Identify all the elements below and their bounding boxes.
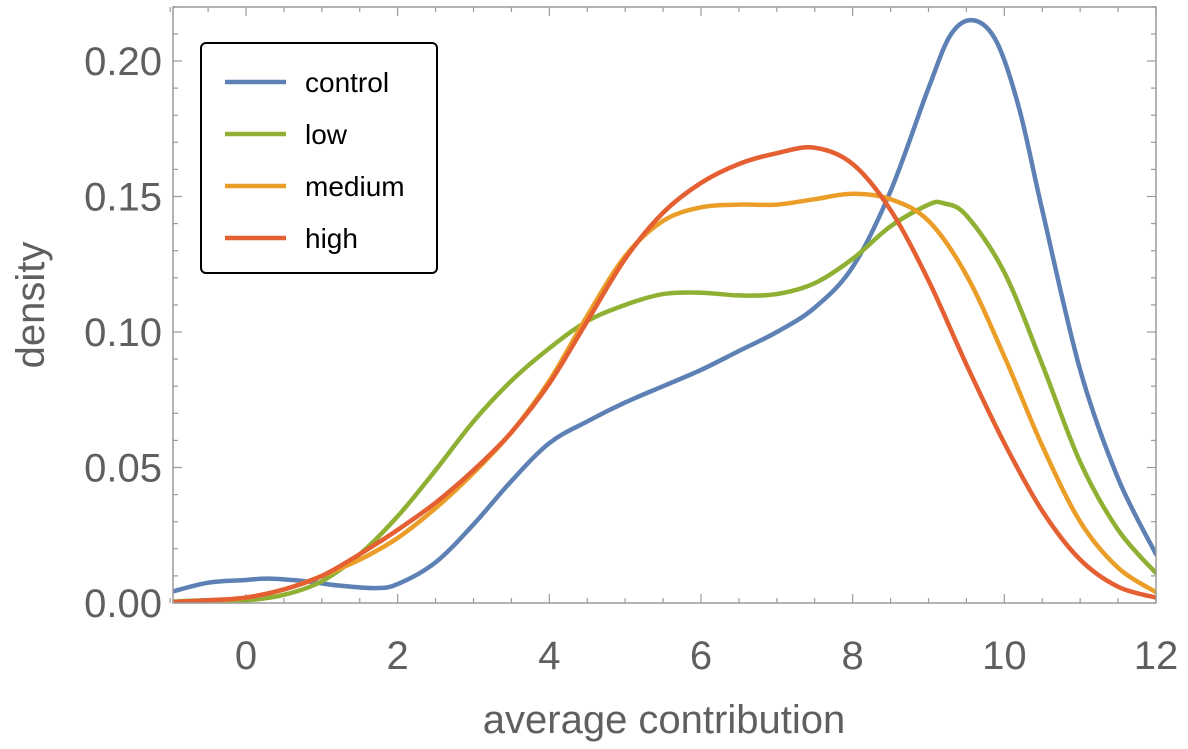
x-axis-title: average contribution: [483, 698, 845, 742]
series-layer: [173, 17, 1156, 603]
y-tick-label: 0.10: [84, 311, 162, 355]
legend-box: [200, 42, 438, 274]
x-tick-label: 10: [982, 634, 1027, 678]
series-line-medium: [173, 191, 1156, 603]
legend: control low medium high: [200, 42, 438, 274]
plot-frame: [172, 6, 1157, 604]
x-tick-label: 8: [842, 634, 864, 678]
y-tick-label: 0.00: [84, 582, 162, 626]
x-tick-label: 0: [235, 634, 257, 678]
x-tick-label: 12: [1134, 634, 1179, 678]
x-tick-label: 2: [387, 634, 409, 678]
labels-layer: 0 2 4 6 8 10 12 0.00 0.05 0.10 0.15 0.20: [84, 40, 1178, 678]
y-axis-title: density: [9, 242, 53, 369]
series-line-control: [173, 17, 1156, 594]
legend-label-high: high: [305, 223, 358, 254]
legend-label-control: control: [305, 67, 389, 98]
series-line-high: [173, 145, 1156, 603]
y-tick-label: 0.15: [84, 176, 162, 220]
legend-label-medium: medium: [305, 171, 405, 202]
x-tick-label: 4: [538, 634, 560, 678]
y-tick-label: 0.05: [84, 447, 162, 491]
legend-label-low: low: [305, 119, 348, 150]
x-tick-label: 6: [690, 634, 712, 678]
ticks-layer: [169, 6, 1157, 604]
y-tick-label: 0.20: [84, 40, 162, 84]
